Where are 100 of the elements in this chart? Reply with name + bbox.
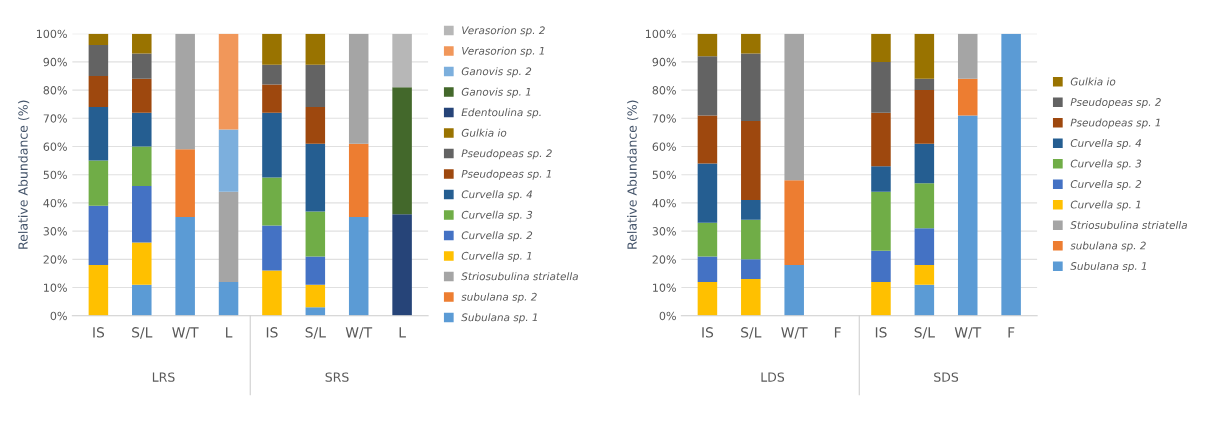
bar — [132, 284, 152, 316]
y-tick-label: 70% — [652, 114, 676, 123]
y-tick-label: 100% — [36, 29, 67, 39]
bar — [392, 214, 412, 316]
y-tick-label: 0% — [659, 311, 676, 321]
bar — [784, 264, 804, 316]
bar — [262, 112, 282, 178]
bar — [957, 115, 978, 316]
bar — [262, 64, 282, 85]
bar — [871, 191, 891, 251]
bar — [914, 284, 935, 316]
bar — [914, 33, 935, 79]
bar — [88, 205, 109, 265]
bar — [218, 281, 239, 316]
bar — [88, 107, 109, 161]
x-tick-label: W/T — [345, 327, 373, 339]
bar — [262, 177, 282, 226]
bar — [132, 242, 152, 285]
y-tick-label: 90% — [43, 57, 67, 67]
bar — [871, 112, 891, 167]
bar — [88, 33, 109, 45]
bar — [957, 33, 978, 79]
x-tick-label: IS — [702, 327, 714, 338]
y-tick-label: 40% — [43, 198, 67, 208]
text: SDS — [934, 372, 959, 382]
legend-label: Gulkia io — [461, 128, 507, 137]
bar — [784, 33, 804, 181]
y-axis-title: Relative Abundance (%) — [627, 100, 639, 249]
legend-label: Curvella sp. 1 — [461, 251, 532, 262]
text: LRS — [152, 372, 175, 382]
legend-label: Subulana sp. 1 — [461, 313, 537, 324]
x-tick-label: S/L — [914, 327, 935, 339]
bar — [262, 84, 282, 113]
bar — [305, 64, 326, 108]
bar — [871, 250, 891, 282]
y-tick-label: 0% — [50, 311, 67, 321]
x-tick-label: L — [226, 327, 233, 338]
bar — [218, 191, 239, 282]
y-tick-label: 10% — [653, 283, 676, 292]
x-tick-label: S/L — [305, 327, 326, 339]
bar — [132, 112, 152, 147]
text: SRS — [325, 372, 349, 382]
bar — [305, 33, 326, 65]
bar — [348, 217, 369, 316]
legend-label: Gulkia io — [1070, 77, 1116, 86]
bar — [392, 87, 412, 215]
y-tick-label: 90% — [652, 57, 676, 67]
legend-label: subulana sp. 2 — [1070, 241, 1146, 252]
legend-label: Pseudopeas sp. 2 — [461, 149, 552, 160]
legend-label: Edentoulina sp. — [461, 108, 541, 119]
bar — [262, 225, 282, 271]
bar — [132, 78, 152, 113]
x-tick-label: S/L — [132, 327, 153, 339]
y-tick-label: 50% — [652, 170, 676, 180]
bar — [741, 53, 761, 122]
bar — [784, 180, 804, 265]
bar — [697, 163, 718, 223]
bar — [697, 281, 718, 316]
bar — [741, 259, 761, 280]
bar — [914, 228, 935, 265]
bar — [305, 307, 326, 316]
x-tick-label: F — [1008, 327, 1015, 338]
bar — [871, 33, 891, 62]
bar — [262, 270, 282, 316]
bar — [914, 264, 935, 285]
y-tick-label: 40% — [652, 198, 676, 208]
legend-label: Curvella sp. 4 — [461, 190, 533, 201]
y-tick-label: 30% — [43, 227, 67, 236]
bar — [871, 61, 891, 113]
bar — [175, 149, 195, 218]
bar — [132, 186, 152, 243]
legend-label: Pseudopeas sp. 1 — [461, 169, 551, 180]
bar — [697, 33, 718, 57]
x-tick-label: IS — [93, 327, 105, 338]
bar — [88, 75, 109, 108]
legend-label: Curvella sp. 2 — [1070, 179, 1142, 190]
y-tick-label: 60% — [43, 142, 67, 151]
y-tick-label: 70% — [43, 114, 67, 123]
y-tick-label: 10% — [44, 283, 67, 292]
bar — [88, 44, 109, 76]
bar — [741, 219, 761, 260]
bar — [262, 33, 282, 65]
bar — [741, 200, 761, 220]
bar — [871, 281, 891, 316]
y-axis-title: Relative Abundance (%) — [18, 100, 30, 249]
bar — [132, 53, 152, 79]
bar — [175, 217, 195, 316]
text: LDS — [761, 372, 785, 382]
y-tick-label: 100% — [645, 29, 676, 39]
bar — [305, 284, 326, 308]
x-tick-label: IS — [266, 327, 278, 338]
bar — [305, 143, 326, 212]
x-tick-label: L — [399, 327, 406, 338]
bar — [132, 33, 152, 54]
bar — [741, 279, 761, 316]
legend-label: Subulana sp. 1 — [1070, 261, 1147, 272]
bar — [871, 166, 891, 192]
bar — [697, 115, 718, 164]
bar — [348, 143, 369, 218]
legend-label: Ganovis sp. 2 — [461, 67, 532, 78]
